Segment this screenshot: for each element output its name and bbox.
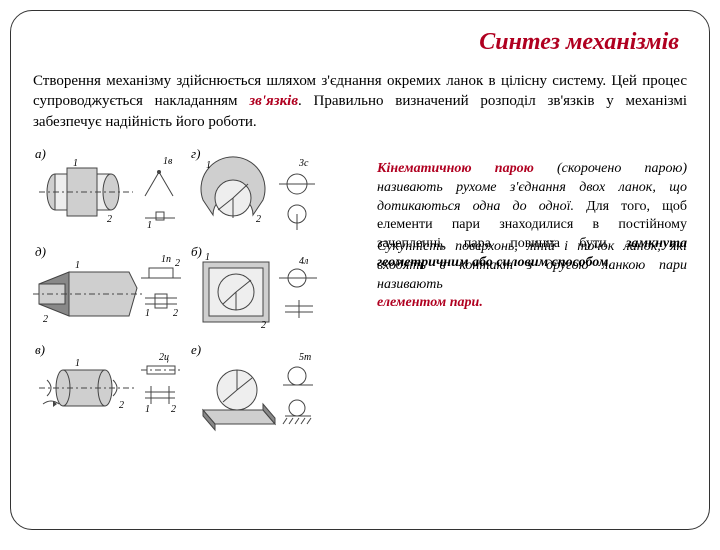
svg-text:1: 1 xyxy=(145,404,150,415)
svg-text:2: 2 xyxy=(256,214,261,225)
svg-text:е): е) xyxy=(191,342,201,357)
kinematic-pairs-figure: а) 1 2 1в xyxy=(33,146,363,446)
svg-text:4л: 4л xyxy=(299,256,309,267)
svg-text:2: 2 xyxy=(261,320,266,331)
svg-text:а): а) xyxy=(35,146,46,161)
svg-text:2: 2 xyxy=(173,308,178,319)
svg-text:2: 2 xyxy=(119,400,124,411)
svg-text:3с: 3с xyxy=(298,158,309,169)
term-kinematic-pair: Кінематичною парою xyxy=(377,161,534,176)
svg-text:1: 1 xyxy=(147,220,152,231)
svg-text:б): б) xyxy=(191,244,202,259)
svg-text:1: 1 xyxy=(205,252,210,263)
svg-text:2: 2 xyxy=(107,214,112,225)
intro-paragraph: Створення механізму здійснюється шляхом … xyxy=(33,71,687,132)
page-title: Синтез механізмів xyxy=(33,29,679,56)
svg-text:5т: 5т xyxy=(299,352,311,363)
definitions-column: Кінематичною парою (скорочено парою) наз… xyxy=(377,146,687,446)
intro-linkword: зв'язків xyxy=(249,93,298,109)
term-element-of-pair: елементом пари. xyxy=(377,295,483,310)
svg-text:2: 2 xyxy=(175,258,180,269)
svg-text:д): д) xyxy=(35,244,46,259)
p2-it: Сукупність поверхонь, ліній і точок лано… xyxy=(377,239,687,292)
svg-text:2ц: 2ц xyxy=(159,352,169,363)
svg-text:в): в) xyxy=(35,342,45,357)
svg-text:г): г) xyxy=(191,146,200,161)
svg-text:1п: 1п xyxy=(161,254,171,265)
svg-text:1: 1 xyxy=(75,260,80,271)
svg-text:1в: 1в xyxy=(163,156,173,167)
element-of-pair-def: Сукупність поверхонь, ліній і точок лано… xyxy=(377,238,687,314)
svg-text:1: 1 xyxy=(73,158,78,169)
svg-text:1: 1 xyxy=(75,358,80,369)
svg-text:1: 1 xyxy=(206,160,211,171)
svg-text:2: 2 xyxy=(171,404,176,415)
svg-text:1: 1 xyxy=(145,308,150,319)
svg-text:2: 2 xyxy=(43,314,48,325)
figure-svg: а) 1 2 1в xyxy=(33,146,363,446)
